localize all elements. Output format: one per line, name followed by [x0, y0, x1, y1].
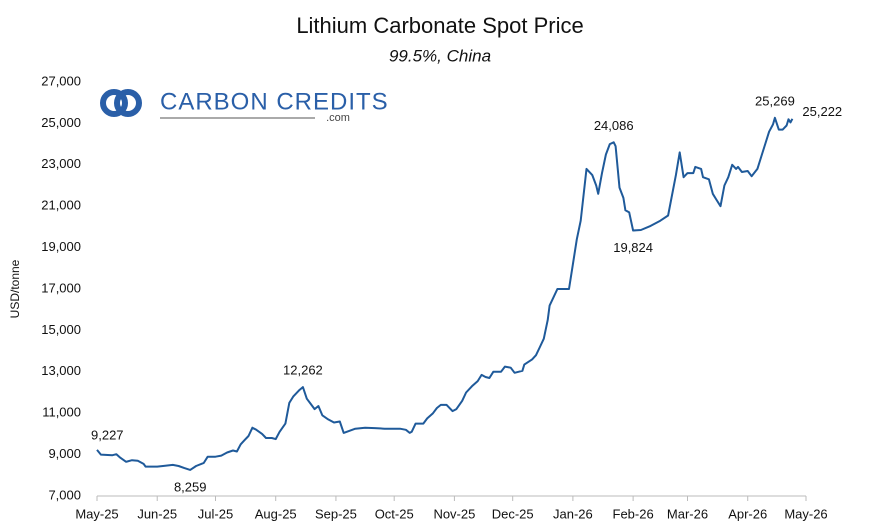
x-tick-label: Nov-25: [433, 506, 475, 521]
y-tick-label: 21,000: [41, 198, 81, 213]
chart-title: Lithium Carbonate Spot Price: [296, 13, 583, 38]
data-label: 8,259: [174, 479, 207, 494]
price-line: [96, 116, 794, 471]
y-tick-label: 23,000: [41, 156, 81, 171]
x-tick-label: Sep-25: [315, 506, 357, 521]
data-label: 25,222: [802, 104, 842, 119]
y-tick-label: 19,000: [41, 239, 81, 254]
x-tick-label: Jan-26: [553, 506, 593, 521]
x-tick-label: Apr-26: [728, 506, 767, 521]
x-tick-label: Jun-25: [137, 506, 177, 521]
logo: CARBON CREDITS .com: [100, 88, 389, 124]
y-tick-label: 13,000: [41, 363, 81, 378]
x-tick-label: May-25: [75, 506, 118, 521]
y-tick-label: 25,000: [41, 115, 81, 130]
data-label: 12,262: [283, 363, 323, 378]
chart-subtitle: 99.5%, China: [389, 46, 491, 65]
x-tick-label: May-26: [784, 506, 827, 521]
data-label: 25,269: [755, 93, 795, 108]
x-tick-label: Mar-26: [667, 506, 708, 521]
y-tick-label: 27,000: [41, 73, 81, 88]
y-tick-label: 9,000: [48, 446, 81, 461]
y-axis-label: USD/tonne: [8, 259, 22, 318]
x-tick-label: Oct-25: [375, 506, 414, 521]
y-tick-label: 15,000: [41, 322, 81, 337]
logo-domain: .com: [326, 112, 350, 124]
y-tick-label: 17,000: [41, 280, 81, 295]
y-tick-label: 11,000: [42, 405, 81, 420]
y-tick-label: 7,000: [48, 487, 81, 502]
logo-icon: [100, 89, 142, 117]
x-tick-label: Dec-25: [492, 506, 534, 521]
x-tick-label: Aug-25: [255, 506, 297, 521]
logo-name: CARBON CREDITS: [160, 88, 389, 115]
data-label: 9,227: [91, 427, 124, 442]
data-label: 19,824: [613, 240, 653, 255]
x-tick-label: Feb-26: [613, 506, 654, 521]
data-label: 24,086: [594, 118, 634, 133]
x-tick-label: Jul-25: [198, 506, 233, 521]
